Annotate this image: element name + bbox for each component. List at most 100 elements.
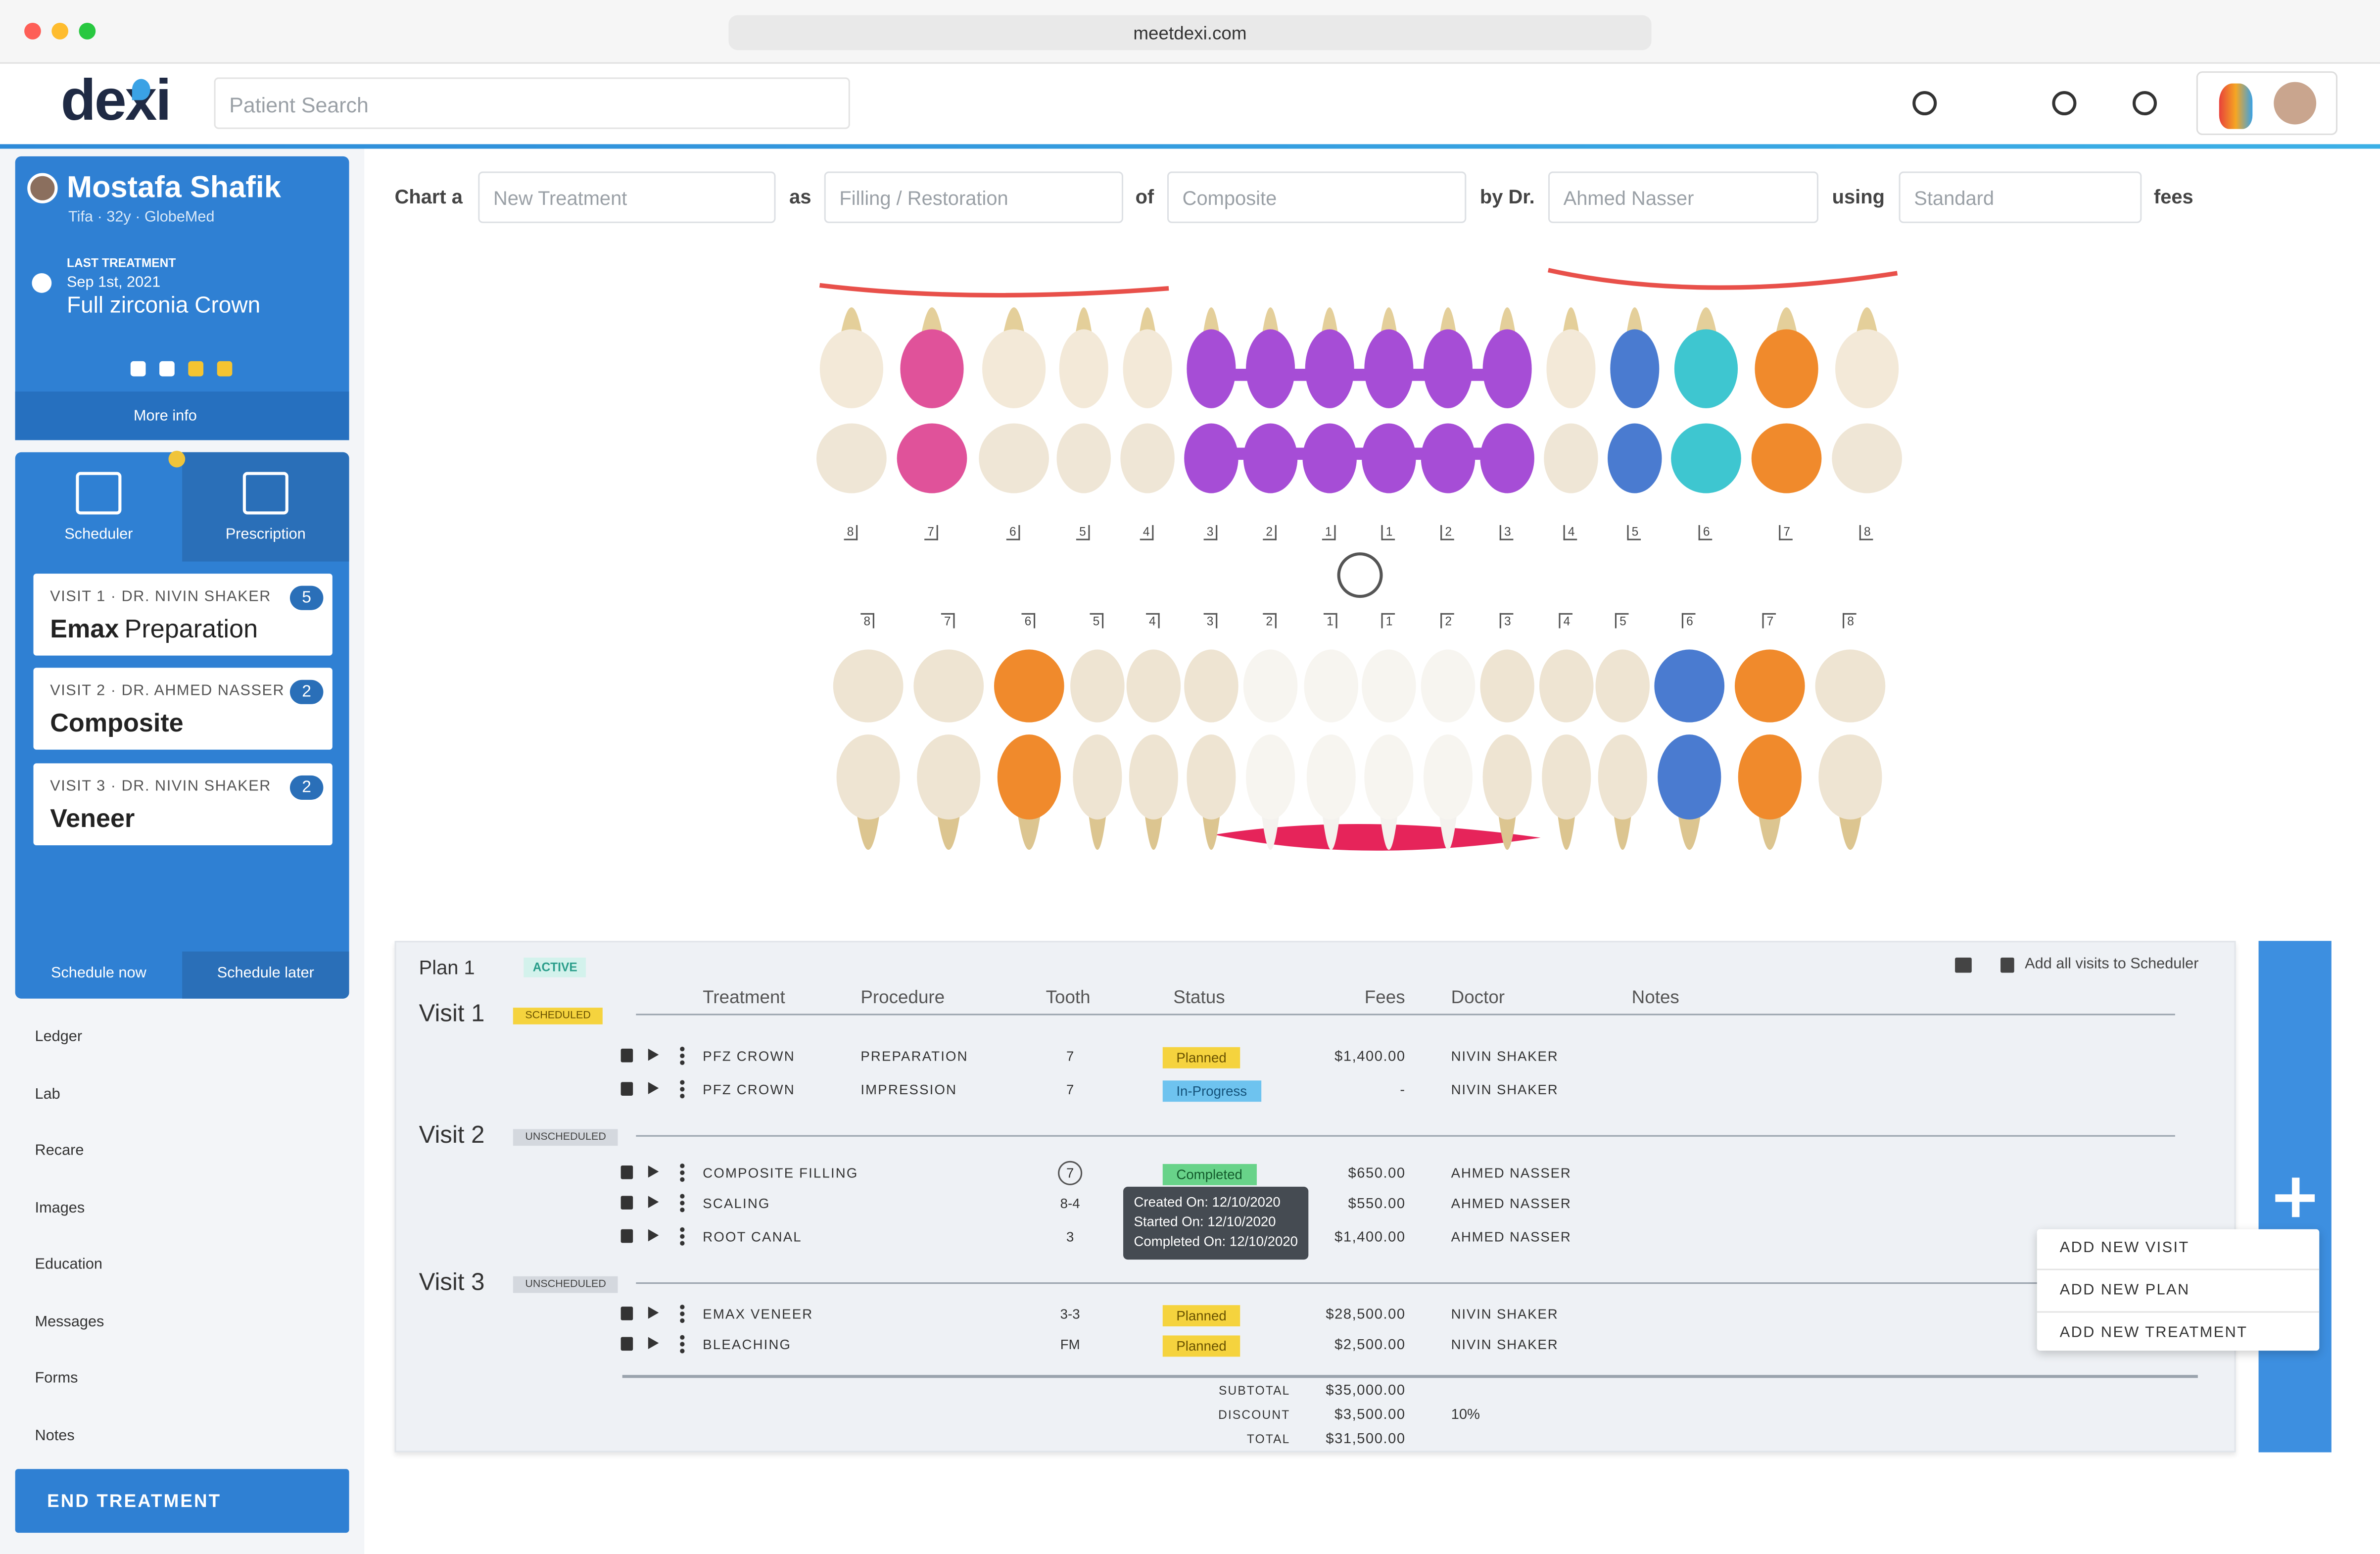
- lower-tooth-number[interactable]: 3: [1499, 613, 1514, 629]
- upper-tooth-number[interactable]: 2: [1263, 525, 1278, 540]
- delete-icon[interactable]: [620, 1196, 633, 1210]
- upper-tooth-number[interactable]: 6: [1698, 525, 1713, 540]
- play-icon[interactable]: [648, 1229, 659, 1242]
- upper-tooth-number[interactable]: 3: [1499, 525, 1514, 540]
- menu-item[interactable]: ADD NEW TREATMENT: [2059, 1324, 2248, 1342]
- lower-tooth-number[interactable]: 8: [1843, 613, 1857, 629]
- tab-label[interactable]: Prescription: [225, 527, 306, 543]
- upper-tooth-number[interactable]: 5: [1076, 525, 1091, 540]
- lower-tooth-number[interactable]: 4: [1559, 613, 1573, 629]
- play-icon[interactable]: [648, 1196, 659, 1208]
- play-icon[interactable]: [648, 1048, 659, 1061]
- total-label: SUBTOTAL: [1218, 1384, 1290, 1398]
- nav-item[interactable]: Recare: [35, 1142, 84, 1160]
- lower-crown: [1542, 734, 1591, 820]
- search-box[interactable]: [214, 77, 850, 129]
- close-dot[interactable]: [24, 22, 41, 40]
- nav-item[interactable]: Lab: [35, 1086, 60, 1103]
- browser-bar: meetdexi.com: [0, 0, 2380, 64]
- add-all[interactable]: Add all visits to Scheduler: [2025, 956, 2199, 973]
- lower-tooth-number[interactable]: 5: [1090, 613, 1104, 629]
- more-info[interactable]: More info: [133, 408, 197, 425]
- select[interactable]: [1899, 171, 2142, 223]
- upper-tooth-number[interactable]: 2: [1440, 525, 1455, 540]
- header-icon[interactable]: [2132, 91, 2157, 116]
- nav-item[interactable]: Education: [35, 1256, 103, 1273]
- delete-icon[interactable]: [620, 1082, 633, 1096]
- play-icon[interactable]: [648, 1165, 659, 1178]
- lower-tooth-number[interactable]: 4: [1146, 613, 1161, 629]
- more-icon[interactable]: [680, 1226, 685, 1246]
- lower-tooth-number[interactable]: 1: [1381, 613, 1396, 629]
- select[interactable]: [1548, 171, 1818, 223]
- schedule-button[interactable]: Schedule later: [217, 965, 314, 982]
- upper-occlusal: [1671, 423, 1741, 493]
- doctor: AHMED NASSER: [1451, 1165, 1571, 1181]
- nav-item[interactable]: Messages: [35, 1313, 104, 1330]
- play-icon[interactable]: [648, 1307, 659, 1319]
- more-icon[interactable]: [680, 1334, 685, 1354]
- upper-tooth-number[interactable]: 1: [1322, 525, 1336, 540]
- select[interactable]: [824, 171, 1124, 223]
- upper-tooth-number[interactable]: 5: [1627, 525, 1642, 540]
- totals-divider: [622, 1375, 2198, 1378]
- upper-tooth-number[interactable]: 7: [924, 525, 939, 540]
- more-icon[interactable]: [680, 1162, 685, 1182]
- lower-tooth-number[interactable]: 8: [860, 613, 875, 629]
- nav-item[interactable]: Ledger: [35, 1029, 83, 1046]
- more-icon[interactable]: [680, 1193, 685, 1213]
- lower-tooth-number[interactable]: 7: [1762, 613, 1777, 629]
- upper-tooth-number[interactable]: 4: [1140, 525, 1154, 540]
- nav-item[interactable]: Images: [35, 1199, 85, 1216]
- lower-tooth-number[interactable]: 2: [1263, 613, 1278, 629]
- calendar-icon[interactable]: [2000, 957, 2014, 973]
- delete-icon[interactable]: [620, 1307, 633, 1320]
- lower-occlusal: [913, 649, 984, 723]
- upper-tooth-number[interactable]: 8: [1859, 525, 1874, 540]
- delete-icon[interactable]: [620, 1165, 633, 1179]
- upper-tooth-number[interactable]: 6: [1006, 525, 1021, 540]
- nav-item[interactable]: Forms: [35, 1370, 78, 1387]
- visit-card[interactable]: [33, 668, 333, 750]
- lower-tooth-number[interactable]: 7: [941, 613, 955, 629]
- visit-card[interactable]: [33, 574, 333, 656]
- upper-tooth-number[interactable]: 4: [1563, 525, 1578, 540]
- url-bar[interactable]: [728, 15, 1652, 50]
- play-icon[interactable]: [648, 1082, 659, 1094]
- more-icon[interactable]: [680, 1304, 685, 1323]
- menu-item[interactable]: ADD NEW PLAN: [2059, 1282, 2190, 1299]
- play-icon[interactable]: [648, 1337, 659, 1350]
- select[interactable]: [1167, 171, 1467, 223]
- lower-tooth-number[interactable]: 6: [1681, 613, 1696, 629]
- select[interactable]: [478, 171, 776, 223]
- print-icon[interactable]: [1955, 957, 1972, 973]
- delete-icon[interactable]: [620, 1229, 633, 1243]
- lower-tooth-number[interactable]: 5: [1615, 613, 1629, 629]
- delete-icon[interactable]: [620, 1337, 633, 1351]
- end-treatment-btn[interactable]: [15, 1469, 349, 1533]
- lower-tooth-number[interactable]: 3: [1203, 613, 1218, 629]
- avatar-box[interactable]: [2196, 71, 2338, 135]
- schedule-button[interactable]: Schedule now: [51, 965, 146, 982]
- menu-item[interactable]: ADD NEW VISIT: [2059, 1240, 2190, 1257]
- lower-tooth-number[interactable]: 6: [1021, 613, 1036, 629]
- visit-card[interactable]: [33, 763, 333, 845]
- treatment: PFZ CROWN: [703, 1082, 795, 1098]
- tab-label[interactable]: Scheduler: [64, 527, 133, 543]
- delete-icon[interactable]: [620, 1048, 633, 1063]
- lower-tooth-number[interactable]: 2: [1440, 613, 1455, 629]
- header-icon[interactable]: [1912, 91, 1937, 116]
- nav-item[interactable]: Notes: [35, 1427, 75, 1444]
- upper-tooth-number[interactable]: 8: [844, 525, 858, 540]
- upper-tooth-number[interactable]: 7: [1779, 525, 1794, 540]
- lower-tooth-number[interactable]: 1: [1323, 613, 1338, 629]
- status: In-Progress: [1162, 1080, 1261, 1102]
- more-icon[interactable]: [680, 1045, 685, 1066]
- upper-tooth-number[interactable]: 1: [1381, 525, 1396, 540]
- more-icon[interactable]: [680, 1079, 685, 1099]
- upper-tooth-number[interactable]: 3: [1203, 525, 1218, 540]
- max-dot[interactable]: [79, 22, 96, 40]
- min-dot[interactable]: [51, 22, 69, 40]
- header-icon[interactable]: [2052, 91, 2077, 116]
